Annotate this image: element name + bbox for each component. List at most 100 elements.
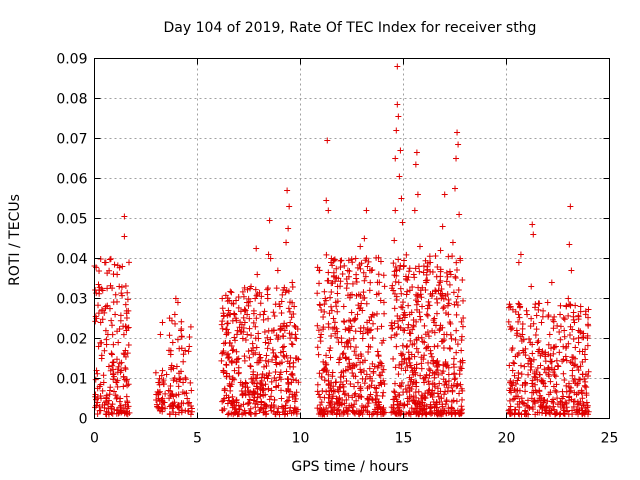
data-point (522, 388, 529, 395)
data-point (412, 379, 419, 386)
data-point (316, 370, 323, 377)
data-point (390, 287, 397, 294)
data-point (449, 388, 456, 395)
data-point (288, 379, 295, 386)
data-point (460, 297, 467, 304)
data-point (405, 321, 412, 328)
data-point (551, 366, 558, 373)
data-point (507, 303, 514, 310)
data-point (231, 334, 238, 341)
data-point (323, 388, 330, 395)
data-point (575, 411, 582, 418)
data-point (277, 349, 284, 356)
data-point (218, 321, 225, 328)
data-point (536, 346, 543, 353)
data-point (255, 359, 262, 366)
data-point (361, 380, 368, 387)
data-point (124, 399, 131, 406)
data-point (505, 318, 512, 325)
data-point (445, 364, 452, 371)
data-point (583, 399, 590, 406)
data-point (292, 395, 299, 402)
data-point (438, 286, 445, 293)
data-point (582, 383, 589, 390)
data-point (265, 315, 272, 322)
data-point (155, 379, 162, 386)
data-point (374, 325, 381, 332)
data-point (125, 342, 132, 349)
data-point (431, 329, 438, 336)
data-point (178, 327, 185, 334)
data-point (347, 380, 354, 387)
x-tick-label: 25 (601, 431, 619, 447)
data-point (270, 327, 277, 334)
data-point (333, 395, 340, 402)
data-point (345, 356, 352, 363)
data-point (337, 384, 344, 391)
data-point (288, 371, 295, 378)
data-point (338, 257, 345, 264)
data-point (374, 348, 381, 355)
data-point (337, 257, 344, 264)
data-point (124, 289, 131, 296)
data-point (410, 371, 417, 378)
data-point (434, 299, 441, 306)
data-point (443, 331, 450, 338)
data-point (325, 269, 332, 276)
data-point (352, 390, 359, 397)
data-point (419, 284, 426, 291)
data-point (329, 279, 336, 286)
data-point (542, 358, 549, 365)
data-point (355, 393, 362, 400)
data-point (352, 352, 359, 359)
data-point (224, 320, 231, 327)
data-point (314, 381, 321, 388)
data-point (224, 329, 231, 336)
data-point (427, 259, 434, 266)
data-point (361, 277, 368, 284)
data-point (186, 343, 193, 350)
data-point (358, 407, 365, 414)
data-point (371, 384, 378, 391)
data-point (287, 354, 294, 361)
data-point (368, 382, 375, 389)
data-point (401, 402, 408, 409)
data-point (452, 273, 459, 280)
data-point (363, 255, 370, 262)
data-point (392, 263, 399, 270)
data-point (448, 404, 455, 411)
data-point (408, 394, 415, 401)
data-point (247, 363, 254, 370)
data-point (447, 345, 454, 352)
data-point (124, 296, 131, 303)
data-point (378, 323, 385, 330)
data-point (172, 411, 179, 418)
data-point (171, 399, 178, 406)
data-point (253, 375, 260, 382)
data-point (505, 407, 512, 414)
data-point (241, 319, 248, 326)
data-point (344, 338, 351, 345)
data-point (577, 376, 584, 383)
data-point (434, 264, 441, 271)
data-point (413, 297, 420, 304)
data-point (547, 389, 554, 396)
data-point (537, 362, 544, 369)
data-point (397, 350, 404, 357)
data-point (538, 319, 545, 326)
data-point (258, 381, 265, 388)
data-point (323, 404, 330, 411)
data-point (353, 361, 360, 368)
data-point (457, 255, 464, 262)
data-point (452, 275, 459, 282)
data-point (560, 343, 567, 350)
data-point (155, 405, 162, 412)
data-point (253, 383, 260, 390)
data-point (281, 327, 288, 334)
data-point (248, 332, 255, 339)
data-point (380, 272, 387, 279)
data-point (443, 410, 450, 417)
data-point (260, 386, 267, 393)
data-point (413, 291, 420, 298)
data-point (550, 369, 557, 376)
